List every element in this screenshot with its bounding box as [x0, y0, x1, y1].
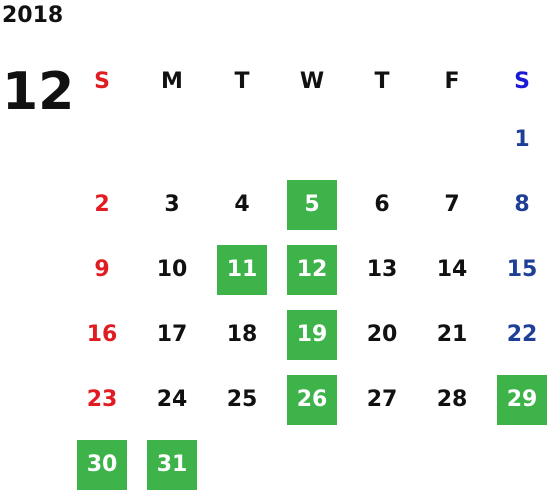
calendar-day-highlighted[interactable]: 19 [287, 309, 337, 360]
calendar-day[interactable]: 23 [86, 387, 118, 412]
calendar-day[interactable]: 13 [366, 257, 398, 282]
empty-cell [487, 432, 548, 497]
day-cell: 21 [417, 302, 487, 367]
month-label: 12 [2, 62, 75, 122]
day-cell: 24 [137, 367, 207, 432]
day-cell: 13 [347, 237, 417, 302]
weekday-header: T [374, 68, 390, 94]
day-cell: 22 [487, 302, 548, 367]
calendar-day[interactable]: 16 [86, 322, 118, 347]
calendar-day-highlighted[interactable]: 26 [287, 374, 337, 425]
calendar-day[interactable]: 7 [444, 192, 460, 217]
calendar-day[interactable]: 28 [436, 387, 468, 412]
calendar-day-highlighted[interactable]: 31 [147, 439, 197, 490]
calendar-day[interactable]: 18 [226, 322, 258, 347]
calendar-day[interactable]: 27 [366, 387, 398, 412]
day-cell: 25 [207, 367, 277, 432]
calendar-day[interactable]: 14 [436, 257, 468, 282]
empty-cell [137, 107, 207, 172]
calendar-day[interactable]: 3 [164, 192, 180, 217]
empty-cell [417, 432, 487, 497]
day-cell: 6 [347, 172, 417, 237]
day-cell: 30 [67, 432, 137, 497]
day-cell: 4 [207, 172, 277, 237]
calendar-day-highlighted[interactable]: 5 [287, 179, 337, 230]
calendar-day-highlighted[interactable]: 11 [217, 244, 267, 295]
weekday-header: S [514, 68, 530, 94]
empty-cell [207, 432, 277, 497]
weekday-header-cell: T [347, 55, 417, 107]
empty-cell [277, 432, 347, 497]
day-cell: 14 [417, 237, 487, 302]
day-cell: 3 [137, 172, 207, 237]
calendar-grid: S M T W T F S 1 2 3 4 5 6 7 8 9 10 11 12 13 14 15 16 17 18 19 20 21… [67, 55, 548, 497]
calendar-day[interactable]: 8 [514, 192, 530, 217]
empty-cell [417, 107, 487, 172]
day-cell: 16 [67, 302, 137, 367]
weekday-header-cell: F [417, 55, 487, 107]
weekday-header: F [444, 68, 460, 94]
day-cell: 20 [347, 302, 417, 367]
day-cell: 2 [67, 172, 137, 237]
calendar-day[interactable]: 15 [506, 257, 538, 282]
weekday-header-cell: S [67, 55, 137, 107]
day-cell: 11 [207, 237, 277, 302]
day-cell: 29 [487, 367, 548, 432]
calendar-day-highlighted[interactable]: 30 [77, 439, 127, 490]
day-cell: 26 [277, 367, 347, 432]
empty-cell [347, 107, 417, 172]
day-cell: 19 [277, 302, 347, 367]
day-cell: 28 [417, 367, 487, 432]
calendar-day[interactable]: 4 [234, 192, 250, 217]
weekday-header: S [94, 68, 110, 94]
weekday-header-cell: M [137, 55, 207, 107]
day-cell: 9 [67, 237, 137, 302]
weekday-header: M [161, 68, 183, 94]
weekday-header-cell: W [277, 55, 347, 107]
day-cell: 7 [417, 172, 487, 237]
weekday-header: W [299, 68, 325, 94]
empty-cell [67, 107, 137, 172]
calendar-day[interactable]: 9 [94, 257, 110, 282]
weekday-header-cell: S [487, 55, 548, 107]
empty-cell [207, 107, 277, 172]
weekday-header-cell: T [207, 55, 277, 107]
day-cell: 8 [487, 172, 548, 237]
year-label: 2018 [2, 3, 64, 28]
weekday-header: T [234, 68, 250, 94]
day-cell: 1 [487, 107, 548, 172]
calendar-day[interactable]: 25 [226, 387, 258, 412]
day-cell: 27 [347, 367, 417, 432]
day-cell: 18 [207, 302, 277, 367]
calendar-day-highlighted[interactable]: 12 [287, 244, 337, 295]
calendar-day[interactable]: 10 [156, 257, 188, 282]
calendar-day[interactable]: 1 [514, 127, 530, 152]
day-cell: 15 [487, 237, 548, 302]
empty-cell [347, 432, 417, 497]
calendar-day[interactable]: 21 [436, 322, 468, 347]
day-cell: 5 [277, 172, 347, 237]
calendar-day[interactable]: 17 [156, 322, 188, 347]
calendar-day[interactable]: 20 [366, 322, 398, 347]
calendar-day[interactable]: 24 [156, 387, 188, 412]
day-cell: 31 [137, 432, 207, 497]
day-cell: 12 [277, 237, 347, 302]
calendar-day[interactable]: 22 [506, 322, 538, 347]
day-cell: 17 [137, 302, 207, 367]
empty-cell [277, 107, 347, 172]
calendar-day[interactable]: 6 [374, 192, 390, 217]
day-cell: 10 [137, 237, 207, 302]
calendar-day-highlighted[interactable]: 29 [497, 374, 547, 425]
day-cell: 23 [67, 367, 137, 432]
calendar-day[interactable]: 2 [94, 192, 110, 217]
